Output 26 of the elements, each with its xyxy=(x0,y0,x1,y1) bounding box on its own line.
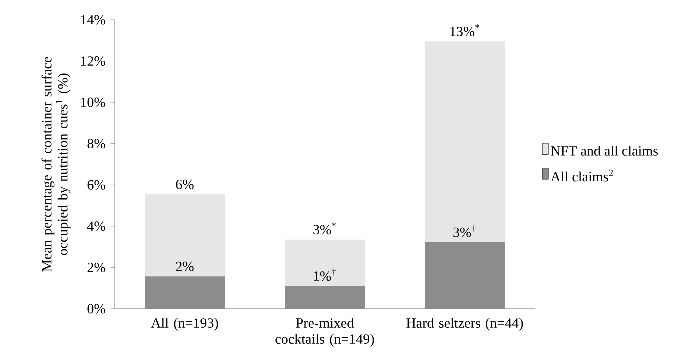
total-label: 13%$^{*}$ xyxy=(450,24,480,36)
y-tick-label: 2% xyxy=(88,262,106,272)
data-label: 1%$^{†}$ xyxy=(314,268,336,282)
x-tick-label: All (n=193) xyxy=(151,318,218,331)
bar xyxy=(424,42,505,243)
bar xyxy=(145,276,226,309)
y-tick-label: 10% xyxy=(81,98,106,108)
data-label: 3%$^{†}$ xyxy=(454,225,476,238)
x-tick-label: Pre-mixed cocktails (n=149) xyxy=(276,318,374,347)
y-axis-title: Mean percentage of container surface occupied by nutrition cues$^{1}$ (%) xyxy=(42,57,71,272)
bar xyxy=(145,194,226,277)
x-tick-label: Hard seltzers (n=44) xyxy=(406,318,524,331)
bar xyxy=(285,286,365,309)
y-tick-label: 14% xyxy=(81,15,106,25)
y-tick-label: 12% xyxy=(81,56,106,66)
total-label: 6% xyxy=(176,180,194,190)
data-label: 2% xyxy=(176,262,194,272)
y-tick-label: 8% xyxy=(88,139,106,149)
bar xyxy=(424,242,505,309)
y-tick-label: 4% xyxy=(87,222,106,232)
y-tick-label: 6% xyxy=(88,180,106,190)
y-tick-label: 0% xyxy=(88,304,106,314)
total-label: 3%$^{*}$ xyxy=(314,222,336,235)
legend-label: NFT and all claims xyxy=(551,146,658,156)
bar xyxy=(285,240,365,286)
legend-label: All claims$^{2}$ xyxy=(550,170,614,182)
